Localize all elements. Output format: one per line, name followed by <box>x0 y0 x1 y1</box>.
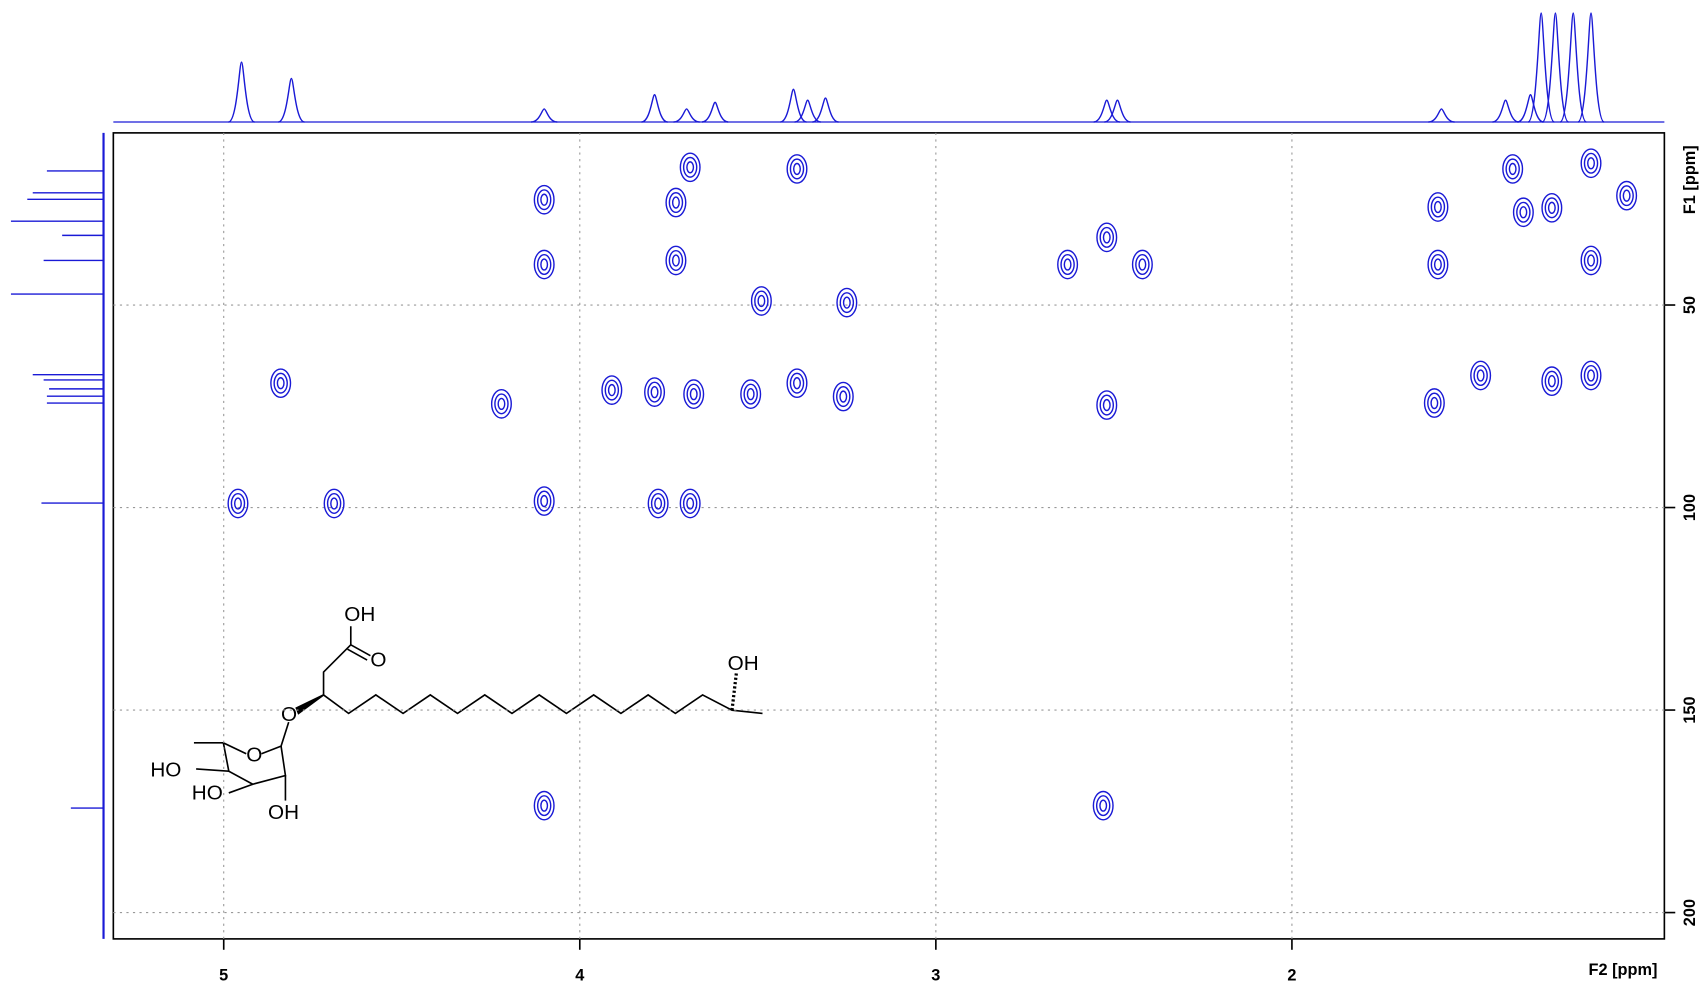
structure-label: O <box>281 703 297 726</box>
f2-peak <box>227 61 256 123</box>
y-tick-label: 100 <box>1681 494 1699 521</box>
f2-peak <box>1559 12 1587 123</box>
f2-peak <box>794 99 821 123</box>
cross-peak <box>1423 388 1445 418</box>
cross-peak <box>644 377 666 407</box>
structure-label: O <box>370 649 386 672</box>
cross-peak <box>1096 222 1118 253</box>
cross-peak <box>1470 360 1492 391</box>
cross-peak <box>1057 249 1079 280</box>
structure <box>193 626 763 801</box>
hashed-bond <box>730 672 738 711</box>
cross-peak <box>323 488 345 519</box>
structure-label: OH <box>268 801 299 824</box>
x-tick-label: 2 <box>1287 966 1296 984</box>
cross-peak <box>1096 390 1118 420</box>
f2-peak <box>277 77 305 123</box>
cross-peak <box>1580 148 1602 179</box>
cross-peak <box>665 187 687 218</box>
structure-label: OH <box>344 603 375 626</box>
bond <box>347 648 368 661</box>
cross-peak <box>679 152 701 183</box>
cross-peak <box>1427 249 1449 280</box>
f2-peak <box>812 97 839 123</box>
y-tick-label: 200 <box>1681 899 1699 926</box>
f2-peak <box>1577 12 1605 123</box>
cross-peak <box>750 286 772 316</box>
cross-peak <box>533 249 555 280</box>
f2-peak <box>1093 99 1121 123</box>
y-tick-label: 50 <box>1681 296 1699 314</box>
x-tick-label: 5 <box>219 966 228 984</box>
cross-peak <box>832 381 854 412</box>
cross-peak <box>601 375 623 405</box>
x-tick-label: 4 <box>575 966 584 984</box>
f2-peak <box>531 108 558 123</box>
bond <box>228 783 254 794</box>
structure-label: HO <box>192 781 223 804</box>
bond <box>261 721 290 755</box>
f2-peak <box>673 108 700 123</box>
cross-peak <box>647 488 669 519</box>
cross-peak <box>1502 154 1524 184</box>
structure-label: OH <box>728 652 759 675</box>
cross-peak <box>1541 193 1563 223</box>
bond <box>196 768 229 772</box>
cross-peak <box>227 488 249 519</box>
f2-peak <box>1104 99 1131 123</box>
y-tick-label: 150 <box>1681 696 1699 723</box>
f2-peak <box>701 101 729 123</box>
chain <box>323 693 763 715</box>
f2-peak <box>1492 99 1519 123</box>
cross-peak <box>683 379 705 409</box>
cross-peak <box>1512 197 1534 228</box>
cross-peak <box>1580 360 1602 391</box>
f2-peak <box>1527 12 1555 123</box>
f2-peak <box>1541 12 1570 123</box>
cross-peak <box>270 368 292 398</box>
f2-peak <box>780 88 807 123</box>
cross-peak <box>533 790 555 821</box>
wedge-bond <box>295 694 325 715</box>
y-axis-label: F1 [ppm] <box>1681 145 1699 214</box>
structure-label: O <box>246 743 262 766</box>
bond <box>350 644 371 657</box>
cross-peak <box>786 368 808 398</box>
cross-peak <box>836 287 858 318</box>
cross-peak <box>1616 180 1638 211</box>
cross-peak <box>1427 192 1449 222</box>
bond <box>322 626 352 695</box>
f2-peak <box>641 94 668 123</box>
cross-peak <box>1131 249 1153 280</box>
cross-peak <box>1580 245 1602 276</box>
plot-frame <box>112 132 1666 940</box>
cross-peak <box>740 379 762 409</box>
structure-label: HO <box>150 759 181 782</box>
x-tick-label: 3 <box>931 966 940 984</box>
cross-peak <box>665 245 687 276</box>
f2-peak <box>1517 94 1544 123</box>
cross-peak <box>1092 790 1114 821</box>
cross-peak <box>679 488 701 519</box>
cross-peak <box>533 486 555 516</box>
cross-peak <box>1541 366 1563 396</box>
cross-peak <box>786 154 808 184</box>
f2-peak <box>1428 108 1455 123</box>
x-axis-label: F2 [ppm] <box>1589 961 1658 979</box>
bond <box>193 742 247 755</box>
cross-peak <box>533 184 555 215</box>
cross-peak <box>490 389 512 419</box>
